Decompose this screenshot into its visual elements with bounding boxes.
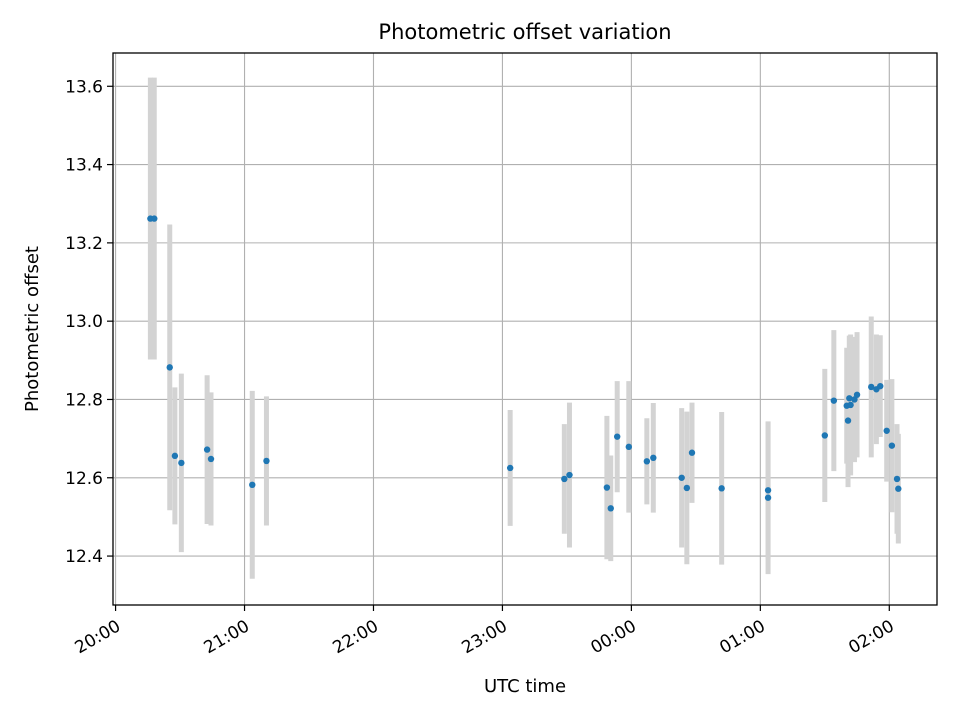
y-tick-label: 12.6 — [65, 469, 103, 489]
data-point — [883, 427, 890, 434]
data-point — [688, 449, 696, 456]
data-point — [249, 481, 256, 489]
data-point — [844, 417, 852, 424]
data-point — [603, 484, 611, 491]
y-tick-label: 12.4 — [65, 547, 103, 567]
x-axis-label: UTC time — [484, 676, 566, 697]
y-tick-label: 12.8 — [65, 390, 103, 410]
plot-frame — [112, 52, 938, 606]
y-tick-label: 13.2 — [65, 234, 103, 254]
data-point — [868, 383, 875, 391]
data-point — [851, 396, 858, 403]
data-point — [683, 484, 691, 492]
data-point — [650, 454, 657, 461]
data-point — [203, 446, 211, 453]
data-point — [718, 485, 725, 492]
y-tick-label: 13.0 — [65, 312, 103, 332]
y-tick-label: 13.4 — [65, 156, 103, 176]
chart-title: Photometric offset variation — [378, 20, 671, 44]
data-point — [625, 443, 633, 451]
y-axis-label: Photometric offset — [22, 246, 43, 412]
data-point — [764, 487, 772, 494]
grid — [113, 53, 937, 605]
data-point — [566, 471, 573, 479]
data-point — [263, 457, 270, 465]
data-point — [678, 474, 685, 481]
data-point — [888, 442, 896, 449]
data-point — [895, 485, 902, 492]
data-point — [764, 494, 772, 501]
data-point — [506, 464, 514, 472]
data-point — [166, 364, 173, 371]
data-point — [846, 395, 853, 402]
data-point — [821, 432, 829, 439]
data-points — [147, 215, 902, 512]
data-point — [847, 401, 854, 409]
data-point — [830, 397, 838, 404]
data-point — [207, 455, 215, 463]
data-point — [643, 458, 651, 465]
data-point — [171, 452, 179, 460]
data-point — [178, 459, 185, 467]
data-point — [893, 475, 901, 483]
data-point — [607, 505, 614, 512]
data-point — [614, 433, 621, 440]
y-tick-label: 13.6 — [65, 77, 103, 97]
data-point — [877, 382, 884, 390]
data-point — [151, 215, 158, 222]
y-axis-ticks: 12.4 12.6 12.8 13.0 13.2 13.4 13.6 — [65, 77, 113, 567]
data-point — [561, 475, 568, 483]
data-point — [853, 391, 861, 398]
